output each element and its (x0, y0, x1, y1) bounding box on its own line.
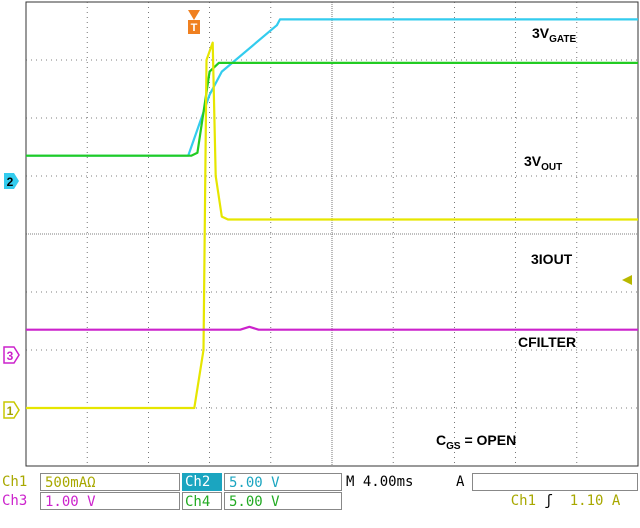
svg-text:1: 1 (7, 404, 14, 418)
ch1-scale[interactable]: 500mAΩ (40, 473, 180, 491)
label-cfilter: CFILTER (518, 334, 576, 350)
label-3iout: 3IOUT (531, 251, 573, 267)
label-cgs-open: CGS = OPEN (436, 432, 516, 452)
ch1-ground-marker: 1 (3, 401, 20, 419)
trace-3iout (26, 41, 638, 410)
ch2-scale[interactable]: 5.00 V (224, 473, 342, 491)
acquisition-mode: A (456, 474, 465, 490)
ch2-ground-marker: 2 (4, 173, 19, 189)
svg-text:2: 2 (7, 175, 14, 189)
trigger-slope-icon: ʃ (544, 493, 553, 509)
ch1-label[interactable]: Ch1 (2, 474, 28, 490)
graticule-grid (25, 1, 639, 467)
ch4-scale[interactable]: 5.00 V (224, 492, 342, 510)
trigger-position-marker: T (188, 10, 200, 34)
trigger-readout[interactable]: Ch1 ʃ 1.10 A (472, 473, 638, 509)
label-3v-out: 3VOUT (524, 153, 562, 173)
svg-text:3: 3 (7, 349, 14, 363)
ch3-ground-marker: 3 (3, 346, 20, 364)
trigger-level: 1.10 A (569, 493, 621, 509)
svg-text:T: T (191, 22, 198, 34)
ch3-scale[interactable]: 1.00 V (40, 492, 180, 510)
ch4-label[interactable]: Ch4 (182, 492, 222, 510)
trace-3v-out (26, 61, 638, 157)
ch2-label[interactable]: Ch2 (182, 473, 222, 491)
traces (26, 18, 638, 410)
trigger-level-marker (622, 275, 632, 285)
timebase-readout[interactable]: M 4.00ms (346, 474, 414, 490)
ch3-label[interactable]: Ch3 (2, 493, 28, 509)
trigger-source: Ch1 (510, 493, 537, 509)
label-3v-gate: 3VGATE (532, 25, 576, 45)
oscilloscope-screen: T 2 3 1 3VGATE 3VOUT 3IOUT CFILTER CGS =… (3, 1, 639, 467)
scope-status-bar: Ch1 500mAΩ Ch2 5.00 V M 4.00ms A Ch1 ʃ 1… (0, 472, 640, 512)
trace-cfilter (26, 325, 638, 331)
